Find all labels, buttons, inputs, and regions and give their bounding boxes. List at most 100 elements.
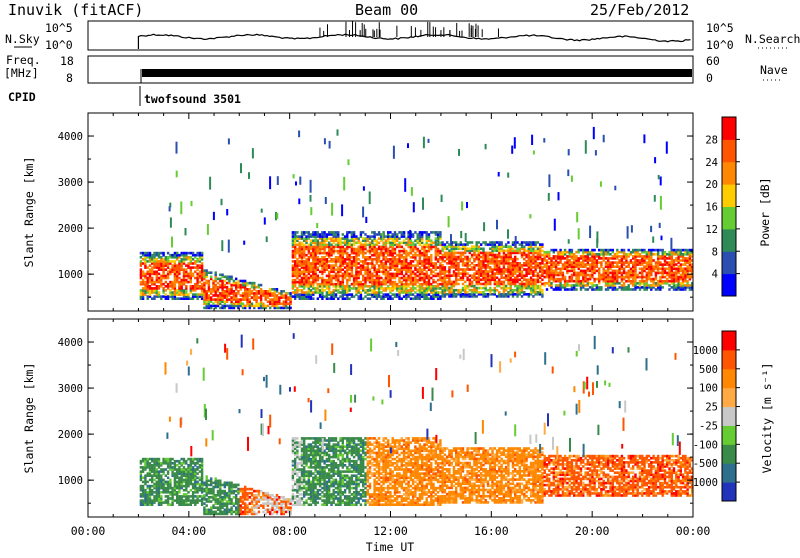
power-cell [176, 289, 178, 292]
power-cell [317, 239, 319, 242]
power-cell [528, 279, 530, 282]
power-cell [219, 274, 221, 277]
power-cell [643, 255, 645, 258]
velocity-cell [176, 464, 178, 467]
power-cell-sparse [670, 238, 672, 251]
power-cell [171, 281, 173, 284]
power-cell [460, 252, 462, 255]
power-cell-sparse [409, 230, 411, 240]
power-cell [194, 266, 196, 269]
power-cell [630, 288, 632, 291]
power-cell [169, 289, 171, 292]
power-cell [328, 260, 330, 263]
power-cell [600, 286, 602, 289]
power-cell [246, 288, 248, 291]
power-cell [176, 264, 178, 267]
power-cell [233, 290, 235, 293]
power-cell [167, 295, 169, 298]
power-cell [310, 262, 312, 265]
power-cell [496, 254, 498, 257]
power-cell [278, 292, 280, 295]
power-cell [580, 249, 582, 252]
power-cell [432, 279, 434, 282]
power-cell [541, 243, 543, 246]
power-cell [407, 275, 409, 278]
power-cell [453, 289, 455, 292]
power-cell [655, 288, 657, 291]
power-cell [358, 295, 360, 298]
power-cell-sparse [310, 207, 312, 215]
power-cell [510, 262, 512, 265]
power-cell [289, 292, 291, 295]
power-cell [317, 256, 319, 259]
power-cell [210, 276, 212, 279]
power-cell-sparse [627, 226, 629, 238]
power-cell [689, 284, 691, 287]
power-cell [330, 244, 332, 247]
power-cell [632, 249, 634, 252]
power-cell [171, 254, 173, 257]
power-cell [457, 289, 459, 292]
power-cell [378, 275, 380, 278]
velocity-cell [171, 487, 173, 490]
power-cell [553, 288, 555, 291]
power-cell [165, 281, 167, 284]
power-cell [226, 286, 228, 289]
power-cell [398, 268, 400, 271]
power-cell [460, 277, 462, 280]
power-cell [389, 242, 391, 245]
power-cell [271, 292, 273, 295]
power-cell [521, 281, 523, 284]
power-cell-sparse [266, 236, 268, 242]
power-cell-sparse [460, 231, 462, 238]
freq-panel: Freq. [MHz] 18 8 60 0 Nave [4, 53, 788, 85]
power-cell [251, 303, 253, 306]
power-cell [305, 291, 307, 294]
power-cell [544, 276, 546, 279]
power-cell [169, 268, 171, 271]
power-cell [208, 271, 210, 274]
power-cell [226, 305, 228, 308]
power-cell [489, 241, 491, 244]
power-cell [462, 268, 464, 271]
power-cell [224, 280, 226, 283]
power-cell [557, 284, 559, 287]
power-cell [448, 287, 450, 290]
power-cell [485, 264, 487, 267]
power-cell [491, 268, 493, 271]
power-cell [441, 277, 443, 280]
power-cell [158, 252, 160, 255]
velocity-cell [162, 458, 164, 461]
power-cell [367, 244, 369, 247]
velocity-cell [167, 481, 169, 484]
power-cell [373, 275, 375, 278]
power-cell-sparse [298, 199, 300, 205]
power-cell [426, 281, 428, 284]
power-cell [566, 255, 568, 258]
power-cell [457, 252, 459, 255]
power-cell [317, 266, 319, 269]
power-cell [328, 237, 330, 240]
power-cell [589, 274, 591, 277]
power-cell [358, 246, 360, 249]
power-cell [364, 289, 366, 292]
power-cell [557, 278, 559, 281]
power-cell [668, 280, 670, 283]
power-cell [249, 288, 251, 291]
power-cell [394, 231, 396, 234]
power-cell [280, 303, 282, 306]
power-cell [355, 248, 357, 251]
power-cell [580, 270, 582, 273]
power-cell [650, 284, 652, 287]
power-cell [469, 289, 471, 292]
velocity-cell [169, 503, 171, 506]
power-cell [403, 248, 405, 251]
power-cell [369, 268, 371, 271]
power-cell [432, 275, 434, 278]
power-cell [351, 244, 353, 247]
power-cell-sparse [461, 201, 463, 210]
power-colorbar-tick-label: 28 [705, 134, 718, 146]
power-cell [178, 260, 180, 263]
power-cell [405, 277, 407, 280]
